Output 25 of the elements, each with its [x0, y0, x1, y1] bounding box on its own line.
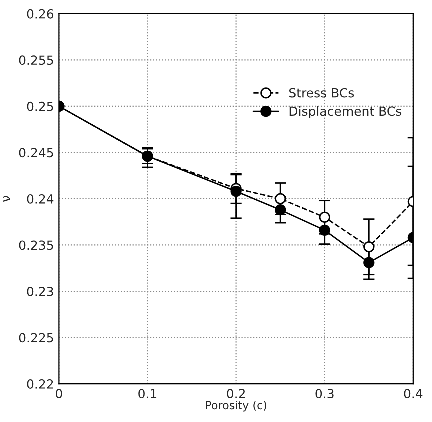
y-tick-label: 0.24: [27, 194, 54, 204]
x-tick-label: 0.2: [227, 389, 245, 399]
y-tick-label: 0.23: [27, 286, 54, 296]
y-tick-label: 0.25: [27, 102, 54, 112]
point: [364, 257, 375, 268]
y-tick-label: 0.22: [27, 379, 54, 389]
point: [230, 186, 242, 198]
y-axis-title: ν: [4, 196, 10, 202]
point: [364, 242, 375, 253]
point: [319, 212, 330, 224]
y-tick-label: 0.245: [19, 148, 54, 158]
x-tick-label: 0: [56, 389, 62, 399]
x-axis-title: Porosity (c): [206, 400, 267, 412]
point: [319, 224, 330, 236]
x-tick-label: 0.3: [316, 389, 334, 399]
y-tick-label: 0.255: [19, 56, 54, 66]
y-tick-label: 0.26: [27, 9, 54, 19]
point: [275, 204, 286, 216]
point: [275, 193, 286, 205]
legend-label: Stress BCs: [289, 88, 354, 98]
legend-label: Displacement BCs: [290, 106, 402, 119]
x-tick-label: 0.4: [404, 389, 423, 399]
y-tick-label: 0.225: [19, 333, 54, 343]
y-tick-label: 0.235: [19, 240, 54, 250]
x-tick-label: 0.1: [138, 389, 157, 399]
